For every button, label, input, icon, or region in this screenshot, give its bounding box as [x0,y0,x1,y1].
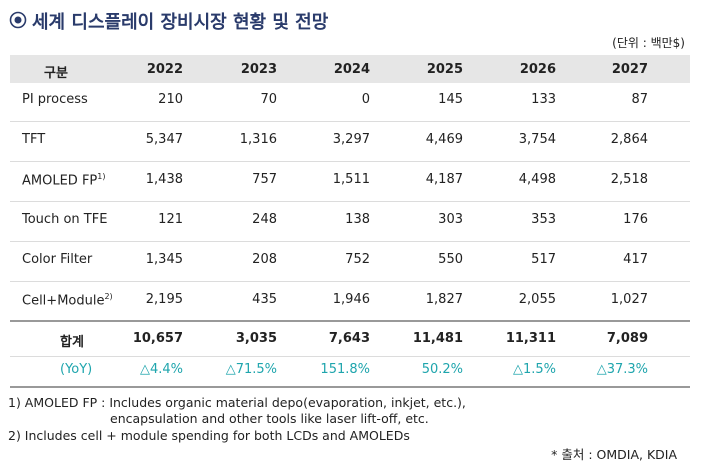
header-bg [10,55,690,83]
total-cell: 7,643 [328,331,370,346]
source: * 출처 : OMDIA, KDIA [551,447,677,462]
row-cell: 752 [345,252,370,267]
row-cell: 138 [345,212,370,227]
total-cell: 3,035 [235,331,277,346]
yoy-cell: △71.5% [225,362,277,377]
row-label: PI process [22,92,88,107]
row-divider [10,320,690,322]
row-cell: 208 [252,252,277,267]
row-cell: 417 [623,252,648,267]
yoy-cell: 50.2% [421,362,463,377]
row-cell: 550 [438,252,463,267]
row-label: Cell+Module2) [22,292,113,309]
row-cell: 757 [252,172,277,187]
row-cell: 1,345 [145,252,183,267]
total-cell: 11,311 [505,331,556,346]
row-cell: 2,518 [610,172,648,187]
row-cell: 70 [260,92,277,107]
row-divider [10,356,690,357]
row-cell: 0 [361,92,370,107]
row-cell: 145 [438,92,463,107]
row-cell: 1,027 [610,292,648,307]
row-divider [10,201,690,202]
total-cell: 7,089 [606,331,648,346]
row-cell: 353 [531,212,556,227]
column-header: 2027 [611,62,648,77]
yoy-cell: 151.8% [320,362,370,377]
row-cell: 3,754 [518,132,556,147]
footnote: encapsulation and other tools like laser… [110,411,429,426]
row-cell: 210 [158,92,183,107]
title: 세계 디스플레이 장비시장 현황 및 전망 [32,12,329,33]
row-cell: 435 [252,292,277,307]
row-cell: 1,946 [332,292,370,307]
row-cell: 1,511 [332,172,370,187]
row-cell: 87 [631,92,648,107]
column-header: 2026 [519,62,556,77]
footnote-mark: 2) [104,292,113,301]
row-cell: 3,297 [332,132,370,147]
column-header: 2022 [146,62,183,77]
row-label: Touch on TFE [22,212,108,227]
row-cell: 5,347 [145,132,183,147]
yoy-cell: △4.4% [139,362,183,377]
yoy-label: (YoY) [60,362,93,377]
footnote: 2) Includes cell + module spending for b… [8,428,410,443]
row-cell: 1,316 [239,132,277,147]
yoy-cell: △37.3% [596,362,648,377]
footnote-mark: 1) [97,172,106,181]
row-cell: 2,055 [518,292,556,307]
row-cell: 1,438 [145,172,183,187]
row-cell: 121 [158,212,183,227]
row-cell: 1,827 [425,292,463,307]
row-cell: 4,469 [425,132,463,147]
footnote: 1) AMOLED FP : Includes organic material… [8,395,466,410]
yoy-cell: △1.5% [512,362,556,377]
row-divider [10,121,690,122]
unit: (단위 : 백만$) [612,36,685,50]
row-label: AMOLED FP1) [22,172,106,189]
row-cell: 176 [623,212,648,227]
row-label: Color Filter [22,252,93,267]
row-divider [10,386,690,388]
column-header: 2024 [333,62,370,77]
row-cell: 303 [438,212,463,227]
row-divider [10,281,690,282]
row-cell: 4,187 [425,172,463,187]
row-cell: 248 [252,212,277,227]
row-cell: 517 [531,252,556,267]
row-cell: 4,498 [518,172,556,187]
row-divider [10,241,690,242]
title-icon [9,11,27,29]
column-header: 구분 [44,66,68,81]
row-cell: 2,195 [145,292,183,307]
total-label: 합계 [60,335,84,350]
row-cell: 2,864 [610,132,648,147]
total-cell: 11,481 [412,331,463,346]
column-header: 2023 [240,62,277,77]
total-cell: 10,657 [132,331,183,346]
row-cell: 133 [531,92,556,107]
column-header: 2025 [426,62,463,77]
row-label: TFT [22,132,46,147]
row-divider [10,161,690,162]
